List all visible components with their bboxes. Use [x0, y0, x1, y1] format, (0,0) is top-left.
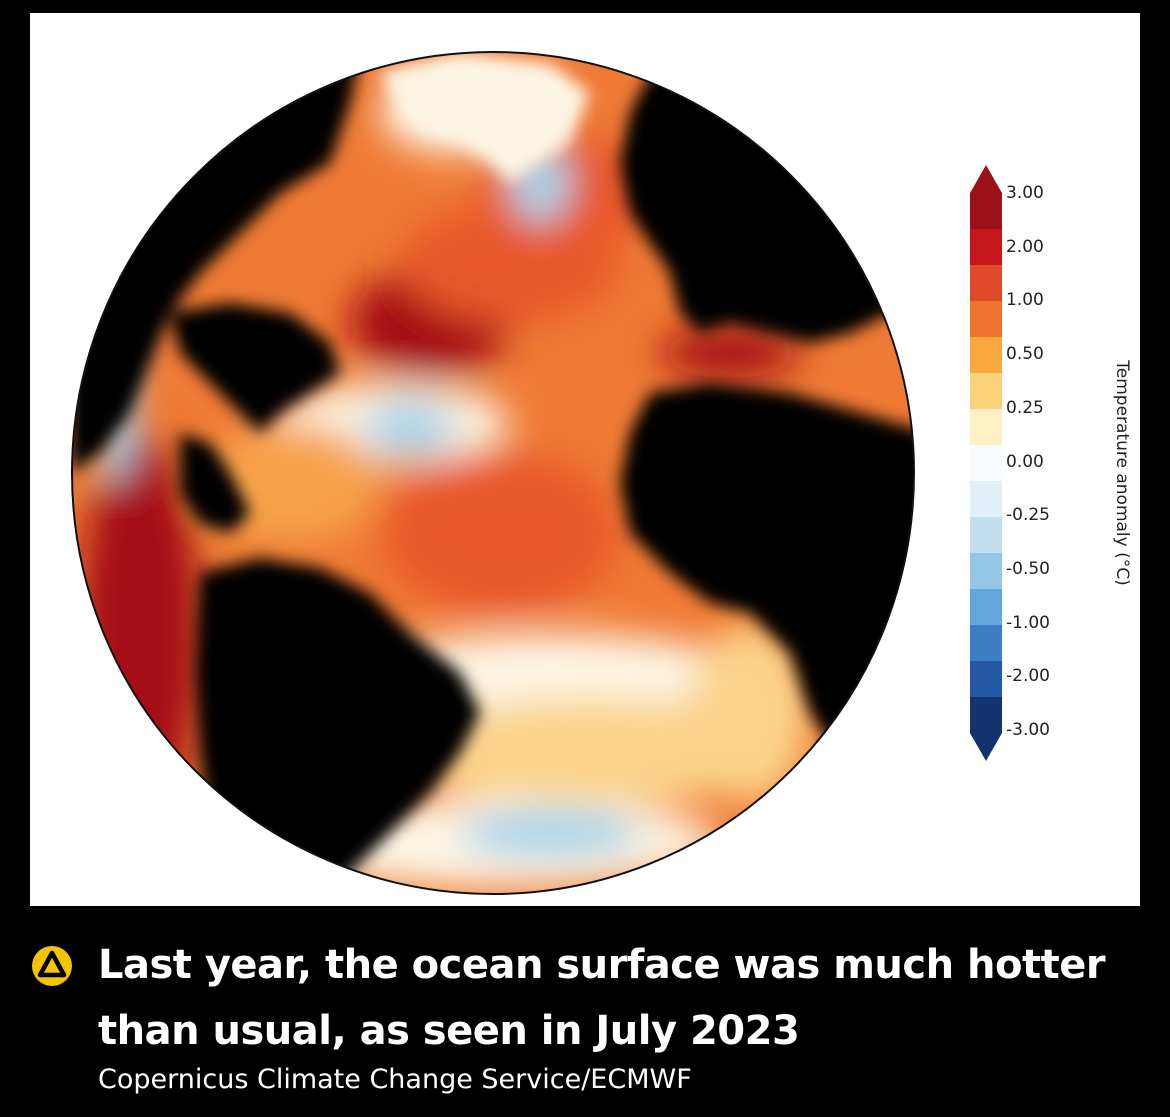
legend-bin	[970, 625, 1002, 662]
legend-arrow-min	[970, 733, 1002, 761]
caption-credit: Copernicus Climate Change Service/ECMWF	[98, 1064, 692, 1095]
legend-colorbar	[970, 165, 1002, 761]
globe-map	[71, 51, 1002, 895]
legend-tick-label: -0.25	[1006, 505, 1050, 526]
legend-tick-label: 1.00	[1006, 290, 1044, 311]
globe-outline	[71, 51, 915, 895]
legend-tick-label: 0.50	[1006, 344, 1044, 365]
legend-arrow-max	[970, 165, 1002, 193]
legend-bin	[970, 373, 1002, 410]
legend-bin	[970, 409, 1002, 446]
legend-bin	[970, 229, 1002, 266]
legend-bin	[970, 553, 1002, 590]
legend-bin	[970, 337, 1002, 374]
legend-title: Temperature anomaly (°C)	[1112, 360, 1132, 586]
legend-tick-label: 2.00	[1006, 236, 1044, 257]
legend-tick-label: -2.00	[1006, 666, 1050, 687]
legend-tick-label: -1.00	[1006, 612, 1050, 633]
map-figure: 3.00 2.00 1.00 0.50 0.25 0.00 -0.25 -0.50 -1.00 -…	[30, 13, 1140, 906]
legend-bin	[970, 589, 1002, 626]
legend-bin	[970, 193, 1002, 230]
legend-bin	[970, 661, 1002, 698]
land-masses	[72, 53, 914, 894]
legend-bin	[970, 697, 1002, 734]
legend-bin	[970, 265, 1002, 302]
legend-tick-label: 0.00	[1006, 451, 1044, 472]
warning-triangle-icon	[32, 946, 72, 986]
legend-tick-label: -3.00	[1006, 720, 1050, 740]
legend-bin	[970, 481, 1002, 518]
legend-tick-label: 3.00	[1006, 183, 1044, 203]
legend-tick-label: -0.50	[1006, 558, 1050, 579]
caption-title: Last year, the ocean surface was much ho…	[98, 942, 1106, 1054]
globe-surface	[72, 52, 914, 894]
legend-bin	[970, 301, 1002, 338]
legend-bin	[970, 517, 1002, 554]
ocean-anomaly-patches	[80, 73, 810, 888]
legend-tick-label: 0.25	[1006, 397, 1044, 418]
legend-bin	[970, 445, 1002, 482]
